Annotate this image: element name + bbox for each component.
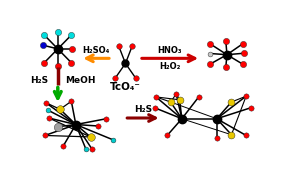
Text: H₂S: H₂S <box>30 76 48 85</box>
Text: HNO₃: HNO₃ <box>158 46 182 55</box>
Text: H₂O₂: H₂O₂ <box>159 62 181 70</box>
Text: MeOH: MeOH <box>65 76 96 85</box>
Text: H₂SO₄: H₂SO₄ <box>82 46 110 55</box>
Text: TcO₄⁻: TcO₄⁻ <box>110 82 141 92</box>
Text: H₂S: H₂S <box>134 105 152 114</box>
